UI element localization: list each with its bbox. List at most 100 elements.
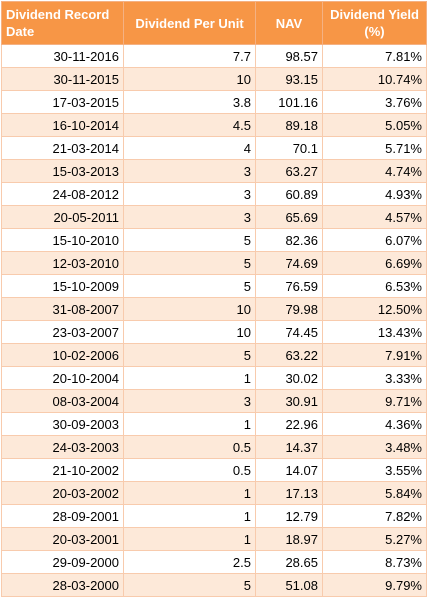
- cell-nav: 51.08: [255, 573, 323, 597]
- cell-dividend-per-unit: 5: [123, 228, 256, 252]
- cell-dividend-yield: 6.07%: [322, 228, 427, 252]
- cell-dividend-yield: 3.76%: [322, 90, 427, 114]
- cell-record-date: 16-10-2014: [1, 113, 124, 137]
- cell-record-date: 08-03-2004: [1, 389, 124, 413]
- table-row: 29-09-2000 2.5 28.65 8.73%: [1, 550, 427, 574]
- cell-record-date: 17-03-2015: [1, 90, 124, 114]
- cell-dividend-per-unit: 1: [123, 366, 256, 390]
- table-row: 28-09-2001 1 12.79 7.82%: [1, 504, 427, 528]
- cell-nav: 101.16: [255, 90, 323, 114]
- table-row: 20-03-2002 1 17.13 5.84%: [1, 481, 427, 505]
- cell-nav: 18.97: [255, 527, 323, 551]
- table-row: 12-03-2010 5 74.69 6.69%: [1, 251, 427, 275]
- header-nav: NAV: [255, 1, 323, 45]
- table-row: 23-03-2007 10 74.45 13.43%: [1, 320, 427, 344]
- cell-dividend-per-unit: 10: [123, 67, 256, 91]
- cell-nav: 17.13: [255, 481, 323, 505]
- table-row: 21-10-2002 0.5 14.07 3.55%: [1, 458, 427, 482]
- table-row: 10-02-2006 5 63.22 7.91%: [1, 343, 427, 367]
- cell-record-date: 28-03-2000: [1, 573, 124, 597]
- cell-nav: 60.89: [255, 182, 323, 206]
- cell-dividend-per-unit: 3: [123, 182, 256, 206]
- cell-dividend-yield: 5.84%: [322, 481, 427, 505]
- cell-nav: 74.45: [255, 320, 323, 344]
- table-row: 24-08-2012 3 60.89 4.93%: [1, 182, 427, 206]
- cell-dividend-yield: 9.71%: [322, 389, 427, 413]
- cell-record-date: 12-03-2010: [1, 251, 124, 275]
- cell-record-date: 24-08-2012: [1, 182, 124, 206]
- cell-nav: 65.69: [255, 205, 323, 229]
- cell-record-date: 30-09-2003: [1, 412, 124, 436]
- cell-dividend-per-unit: 5: [123, 251, 256, 275]
- cell-nav: 82.36: [255, 228, 323, 252]
- cell-record-date: 30-11-2016: [1, 44, 124, 68]
- cell-nav: 22.96: [255, 412, 323, 436]
- cell-nav: 63.27: [255, 159, 323, 183]
- cell-nav: 14.37: [255, 435, 323, 459]
- cell-dividend-per-unit: 1: [123, 504, 256, 528]
- cell-dividend-yield: 5.71%: [322, 136, 427, 160]
- cell-record-date: 30-11-2015: [1, 67, 124, 91]
- cell-dividend-yield: 12.50%: [322, 297, 427, 321]
- cell-record-date: 20-03-2002: [1, 481, 124, 505]
- cell-dividend-per-unit: 4.5: [123, 113, 256, 137]
- table-row: 17-03-2015 3.8 101.16 3.76%: [1, 90, 427, 114]
- header-dividend-yield: Dividend Yield (%): [322, 1, 427, 45]
- cell-dividend-yield: 6.53%: [322, 274, 427, 298]
- cell-dividend-yield: 3.33%: [322, 366, 427, 390]
- table-row: 30-11-2015 10 93.15 10.74%: [1, 67, 427, 91]
- table-row: 15-10-2009 5 76.59 6.53%: [1, 274, 427, 298]
- table-row: 30-11-2016 7.7 98.57 7.81%: [1, 44, 427, 68]
- cell-dividend-yield: 7.91%: [322, 343, 427, 367]
- cell-record-date: 28-09-2001: [1, 504, 124, 528]
- cell-dividend-per-unit: 3: [123, 389, 256, 413]
- cell-record-date: 15-10-2010: [1, 228, 124, 252]
- cell-dividend-yield: 6.69%: [322, 251, 427, 275]
- table-row: 30-09-2003 1 22.96 4.36%: [1, 412, 427, 436]
- cell-record-date: 21-10-2002: [1, 458, 124, 482]
- cell-dividend-yield: 7.82%: [322, 504, 427, 528]
- cell-dividend-yield: 7.81%: [322, 44, 427, 68]
- table-body: 30-11-2016 7.7 98.57 7.81% 30-11-2015 10 93.15…: [1, 44, 427, 597]
- table-row: 21-03-2014 4 70.1 5.71%: [1, 136, 427, 160]
- cell-dividend-per-unit: 0.5: [123, 435, 256, 459]
- table-header-row: Dividend Record Date Dividend Per Unit N…: [1, 1, 427, 45]
- cell-record-date: 24-03-2003: [1, 435, 124, 459]
- cell-nav: 76.59: [255, 274, 323, 298]
- cell-nav: 74.69: [255, 251, 323, 275]
- cell-dividend-per-unit: 7.7: [123, 44, 256, 68]
- cell-dividend-yield: 5.27%: [322, 527, 427, 551]
- table-row: 15-10-2010 5 82.36 6.07%: [1, 228, 427, 252]
- table-row: 20-05-2011 3 65.69 4.57%: [1, 205, 427, 229]
- table-row: 20-10-2004 1 30.02 3.33%: [1, 366, 427, 390]
- cell-dividend-per-unit: 0.5: [123, 458, 256, 482]
- cell-record-date: 10-02-2006: [1, 343, 124, 367]
- cell-nav: 93.15: [255, 67, 323, 91]
- cell-nav: 98.57: [255, 44, 323, 68]
- cell-nav: 30.91: [255, 389, 323, 413]
- cell-dividend-per-unit: 10: [123, 320, 256, 344]
- cell-dividend-per-unit: 5: [123, 274, 256, 298]
- cell-dividend-yield: 8.73%: [322, 550, 427, 574]
- cell-dividend-yield: 10.74%: [322, 67, 427, 91]
- cell-dividend-yield: 3.55%: [322, 458, 427, 482]
- cell-record-date: 20-03-2001: [1, 527, 124, 551]
- cell-record-date: 20-05-2011: [1, 205, 124, 229]
- table-row: 08-03-2004 3 30.91 9.71%: [1, 389, 427, 413]
- cell-dividend-per-unit: 5: [123, 343, 256, 367]
- table-row: 16-10-2014 4.5 89.18 5.05%: [1, 113, 427, 137]
- cell-dividend-yield: 4.74%: [322, 159, 427, 183]
- cell-nav: 89.18: [255, 113, 323, 137]
- cell-nav: 28.65: [255, 550, 323, 574]
- header-record-date: Dividend Record Date: [1, 1, 124, 45]
- cell-dividend-per-unit: 3: [123, 205, 256, 229]
- cell-dividend-yield: 4.93%: [322, 182, 427, 206]
- cell-record-date: 29-09-2000: [1, 550, 124, 574]
- cell-record-date: 20-10-2004: [1, 366, 124, 390]
- cell-dividend-yield: 4.57%: [322, 205, 427, 229]
- cell-dividend-per-unit: 1: [123, 481, 256, 505]
- table-row: 15-03-2013 3 63.27 4.74%: [1, 159, 427, 183]
- cell-dividend-per-unit: 1: [123, 527, 256, 551]
- cell-nav: 63.22: [255, 343, 323, 367]
